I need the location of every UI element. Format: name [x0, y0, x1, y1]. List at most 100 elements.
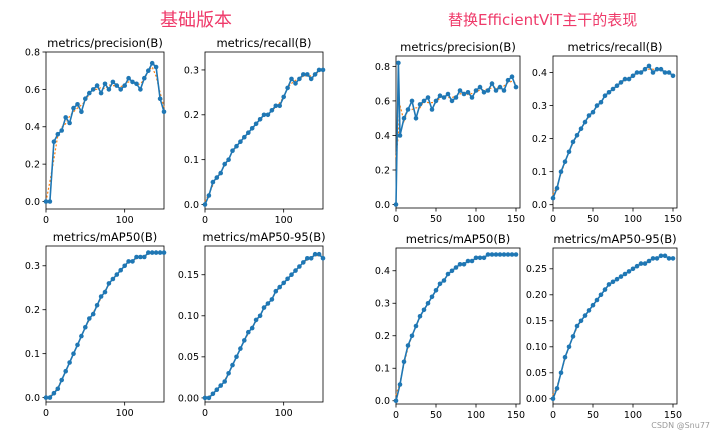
plot-title: metrics/recall(B)	[216, 36, 311, 50]
data-point	[393, 398, 399, 404]
data-point	[98, 90, 104, 96]
series-line	[395, 253, 516, 401]
data-point	[489, 252, 495, 257]
y-tick-label: 0.8	[375, 62, 390, 73]
data-point	[658, 66, 664, 72]
smooth-line	[204, 255, 324, 399]
data-point	[606, 90, 612, 95]
data-point	[642, 66, 648, 72]
data-point	[401, 115, 407, 121]
x-tick-label: 150	[507, 214, 525, 225]
data-point	[106, 281, 112, 286]
data-point	[509, 252, 515, 257]
data-point	[59, 128, 64, 133]
data-point	[670, 73, 676, 79]
data-point	[590, 302, 596, 308]
data-point	[578, 126, 584, 131]
data-point	[469, 258, 475, 264]
data-point	[149, 60, 155, 66]
plot-title: metrics/mAP50-95(B)	[202, 230, 325, 244]
data-point	[55, 131, 61, 137]
data-point	[634, 70, 640, 75]
data-point	[110, 79, 116, 85]
data-point	[273, 103, 279, 109]
data-point	[654, 66, 660, 72]
data-point	[234, 143, 239, 149]
data-point	[590, 109, 596, 115]
data-point	[320, 255, 326, 261]
data-point	[273, 288, 279, 294]
data-point	[658, 253, 664, 259]
data-point	[98, 294, 104, 299]
data-point	[90, 311, 96, 317]
data-point	[94, 303, 100, 308]
data-point	[441, 278, 447, 283]
data-point	[662, 253, 668, 259]
data-point	[409, 98, 415, 104]
plot-5: metrics/precision(B) 0 50 100 150 0.0 0.2 0.4 0.…	[375, 40, 525, 225]
data-point	[566, 149, 572, 155]
data-point	[238, 139, 243, 144]
data-point	[646, 63, 652, 69]
y-tick-label: 0.0	[375, 396, 390, 407]
data-point	[246, 130, 251, 135]
data-point	[106, 87, 112, 92]
data-point	[161, 109, 167, 115]
data-point	[429, 294, 435, 300]
data-point	[261, 305, 267, 310]
data-point	[281, 280, 287, 286]
data-point	[622, 76, 628, 82]
y-tick-label: 0.1	[532, 167, 547, 178]
x-tick-label: 0	[43, 408, 49, 419]
data-point	[110, 276, 116, 282]
x-tick-label: 100	[116, 215, 134, 226]
axes-frame	[45, 245, 165, 403]
data-point	[497, 84, 503, 90]
y-tick-label: 0.4	[375, 266, 390, 277]
data-point	[87, 90, 92, 96]
series-line	[395, 62, 517, 205]
data-point	[393, 202, 399, 207]
data-point	[558, 169, 564, 174]
x-tick-label: 0	[43, 215, 49, 226]
smooth-line	[204, 69, 324, 202]
x-tick-label: 0	[202, 215, 208, 226]
data-point	[634, 263, 640, 269]
series-line	[552, 255, 673, 400]
data-point	[630, 73, 636, 79]
data-point	[289, 76, 294, 82]
data-point	[670, 256, 676, 261]
plot-4: metrics/mAP50-95(B) 0 100 0.00 0.05 0.10 0.15	[178, 230, 326, 419]
data-point	[83, 325, 88, 330]
y-tick-label: 0.00	[526, 394, 547, 405]
data-point	[650, 70, 656, 75]
x-tick-label: 100	[467, 410, 485, 421]
data-point	[297, 76, 302, 82]
data-point	[650, 256, 656, 261]
data-point	[157, 96, 163, 101]
data-point	[153, 64, 159, 70]
data-point	[614, 83, 620, 88]
series-line	[205, 253, 324, 399]
data-point	[43, 395, 49, 400]
data-point	[497, 252, 503, 257]
data-point	[626, 269, 632, 274]
data-point	[554, 185, 560, 191]
data-point	[618, 80, 624, 85]
data-point	[570, 334, 576, 339]
y-tick-label: 0.0	[184, 200, 199, 211]
data-point	[51, 390, 57, 396]
data-point	[226, 371, 231, 376]
data-point	[441, 95, 447, 100]
y-tick-label: 0.05	[178, 352, 199, 363]
data-point	[396, 60, 401, 66]
data-point	[253, 121, 259, 127]
plot-2: metrics/recall(B) 0 100 0.0 0.1 0.2 0.3	[184, 36, 326, 226]
data-point	[122, 263, 127, 269]
data-point	[289, 272, 294, 278]
data-point	[71, 351, 76, 357]
data-point	[297, 264, 302, 269]
smooth-line	[552, 256, 674, 396]
plot-7: metrics/mAP50(B) 0 50 100 150 0.0 0.1 0.2 0.3 0.4	[375, 232, 525, 421]
data-point	[489, 81, 495, 86]
